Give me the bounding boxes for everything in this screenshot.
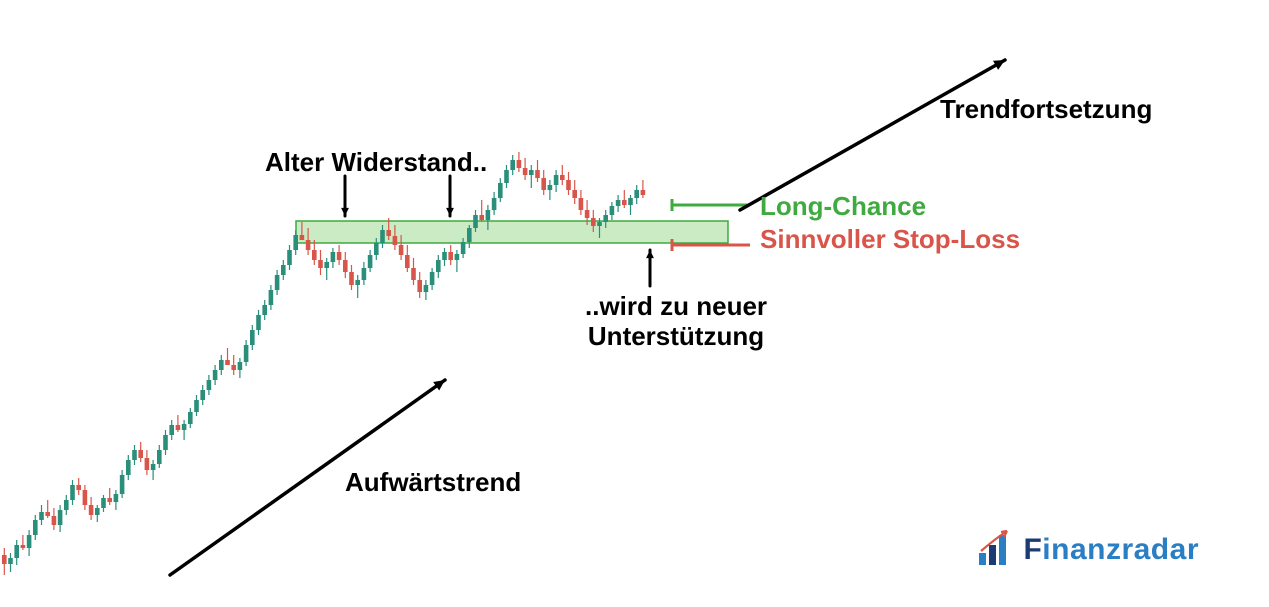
- finanzradar-logo: Finanzradar: [977, 527, 1199, 567]
- resistance-arrow-1: [341, 176, 349, 216]
- chart-infographic: { "canvas": { "width": 1269, "height": 6…: [0, 0, 1269, 607]
- trend-continuation-arrow: [740, 60, 1005, 210]
- label-unterstuetzung: ..wird zu neuer Unterstützung: [585, 292, 767, 352]
- label-alter-widerstand: Alter Widerstand..: [265, 148, 487, 178]
- label-trendfortsetzung: Trendfortsetzung: [940, 95, 1152, 125]
- logo-text: Finanzradar: [1023, 533, 1199, 567]
- support-arrow: [646, 250, 654, 286]
- label-stop-loss: Sinnvoller Stop-Loss: [760, 225, 1020, 255]
- label-long-chance: Long-Chance: [760, 192, 926, 222]
- logo-bars-icon: [977, 527, 1017, 567]
- label-aufwaertstrend: Aufwärtstrend: [345, 468, 521, 498]
- resistance-arrow-2: [446, 176, 454, 216]
